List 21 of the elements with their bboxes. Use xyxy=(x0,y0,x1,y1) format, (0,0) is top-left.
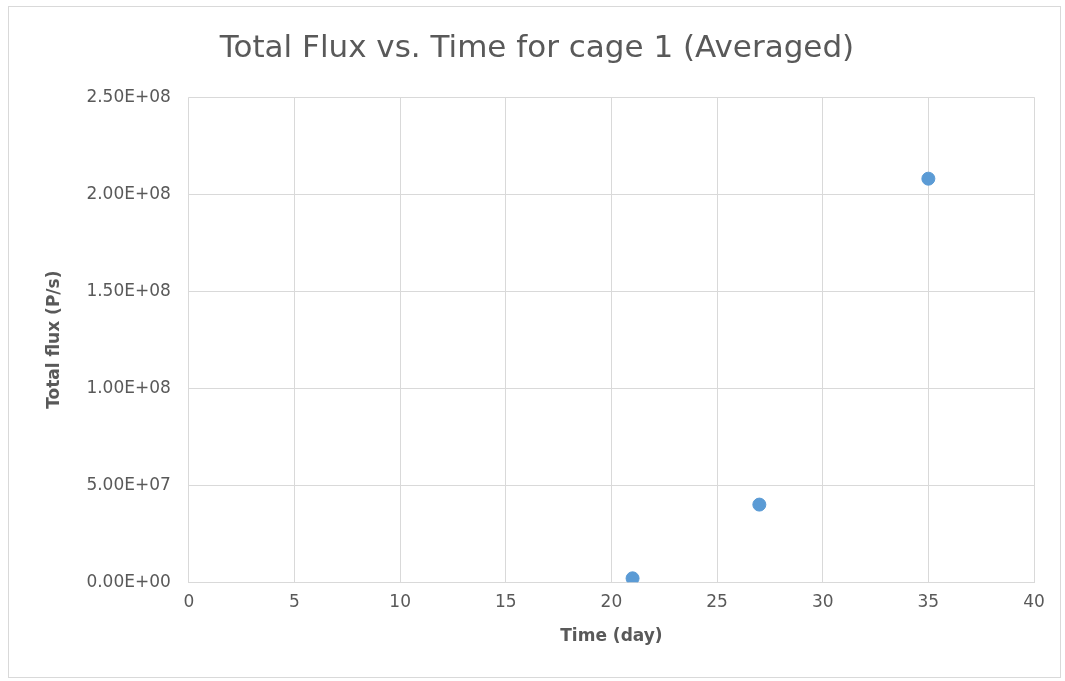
point xyxy=(625,571,640,583)
x-tick-label: 40 xyxy=(1023,590,1045,611)
point xyxy=(752,497,767,512)
x-tick-label: 35 xyxy=(917,590,940,611)
y-tick-label: 2.50E+08 xyxy=(86,85,171,106)
x-tick-label: 0 xyxy=(183,590,195,611)
x-tick-label: 10 xyxy=(389,590,411,611)
x-tick-label: 15 xyxy=(494,590,517,611)
y-axis-title: Total flux (P/s) xyxy=(42,270,63,409)
point xyxy=(921,171,936,186)
chart-title: Total Flux vs. Time for cage 1 (Averaged) xyxy=(218,27,855,64)
y-tick-label: 2.00E+08 xyxy=(86,182,171,203)
x-tick-label: 5 xyxy=(289,590,300,611)
x-tick-label: 20 xyxy=(600,590,623,611)
x-tick-label: 30 xyxy=(811,590,834,611)
y-tick-label: 5.00E+07 xyxy=(86,473,171,494)
y-tick-label: 1.50E+08 xyxy=(86,279,171,300)
x-tick-label: 25 xyxy=(706,590,728,611)
x-axis-title: Time (day) xyxy=(560,625,663,646)
y-tick-label: 1.00E+08 xyxy=(86,376,171,397)
y-tick-label: 0.00E+00 xyxy=(86,570,171,591)
